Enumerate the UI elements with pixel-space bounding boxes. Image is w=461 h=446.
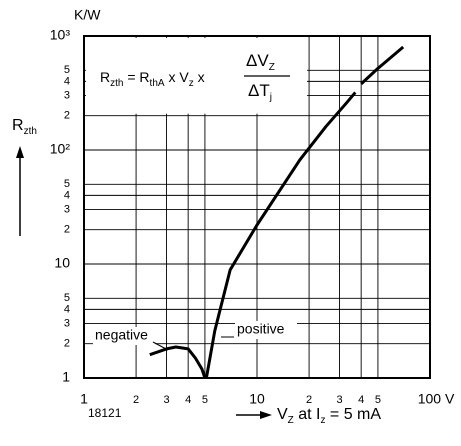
formula-text-part: x [194, 69, 205, 85]
y-tick-label: 4 [64, 303, 70, 315]
leader-line [152, 341, 169, 351]
label-bg [235, 321, 297, 339]
formula-text: Rzth = RthA x Vz x [100, 69, 205, 89]
y-tick-label: 2 [64, 110, 70, 122]
formula-numerator-part: ΔV [246, 51, 269, 70]
x-arrow-head [260, 411, 272, 419]
y-tick-label: 2 [64, 338, 70, 350]
formula-numerator-part: Z [269, 62, 275, 73]
y-tick-label: 3 [64, 318, 70, 330]
y-tick-label: 5 [64, 292, 70, 304]
curve [149, 345, 207, 379]
formula-text-part: z [189, 78, 194, 89]
x-tick-label: 4 [358, 394, 364, 406]
formula-denominator-part: ΔT [248, 81, 270, 100]
figure-number: 18121 [88, 406, 122, 420]
formula-text-part: x V [165, 69, 190, 85]
y-axis-label-part: R [12, 117, 24, 134]
y-tick-label: 3 [64, 204, 70, 216]
x-axis-label-part: = 5 mA [325, 406, 381, 423]
y-tick-label: 4 [64, 189, 70, 201]
y-tick-label: 3 [64, 90, 70, 102]
x-tick-label: 2 [133, 394, 139, 406]
plot-frame [83, 35, 431, 379]
formula-text-part: = R [123, 69, 149, 85]
y-tick-label: 10 [54, 255, 70, 271]
x-tick-label: 10 [249, 391, 265, 407]
x-tick-label: 4 [185, 394, 191, 406]
x-tick-label: 5 [202, 394, 208, 406]
formula-denominator: ΔTj [248, 81, 272, 103]
y-tick-label: 4 [64, 75, 70, 87]
x-tick-label: 3 [336, 394, 342, 406]
y-axis-label: Rzth [12, 117, 37, 137]
x-tick-label: 2 [306, 394, 312, 406]
formula-numerator: ΔVZ [246, 51, 275, 73]
x-axis-label-part: Z [288, 415, 294, 426]
x-axis-label-part: z [320, 415, 325, 426]
x-tick-label: 3 [163, 394, 169, 406]
x-tick-label: 5 [375, 394, 381, 406]
y-tick-label: 1 [62, 369, 70, 385]
x-tick-label: 1 [80, 391, 88, 407]
series-label: positive [237, 321, 285, 337]
y-tick-label: 10³ [50, 27, 71, 43]
x-tick-label: 100 V [418, 391, 455, 407]
series-label: negative [95, 327, 148, 343]
x-axis-label-part: at I [294, 406, 321, 423]
formula-text-part: zth [110, 78, 123, 89]
y-tick-label: 5 [64, 64, 70, 76]
formula-text-part: R [100, 69, 110, 85]
formula-text-part: thA [150, 78, 165, 89]
y-axis-label-part: zth [24, 126, 37, 137]
y-tick-label: 5 [64, 178, 70, 190]
y-tick-label: 2 [64, 224, 70, 236]
y-tick-label: 10² [50, 141, 71, 157]
y-arrow-head [16, 146, 24, 158]
curve [204, 45, 405, 379]
y-unit: K/W [74, 7, 101, 23]
x-axis-label-part: V [277, 406, 288, 423]
x-axis-label: VZ at Iz = 5 mA [277, 406, 381, 426]
label-bg [93, 327, 155, 345]
formula-denominator-part: j [269, 92, 272, 103]
